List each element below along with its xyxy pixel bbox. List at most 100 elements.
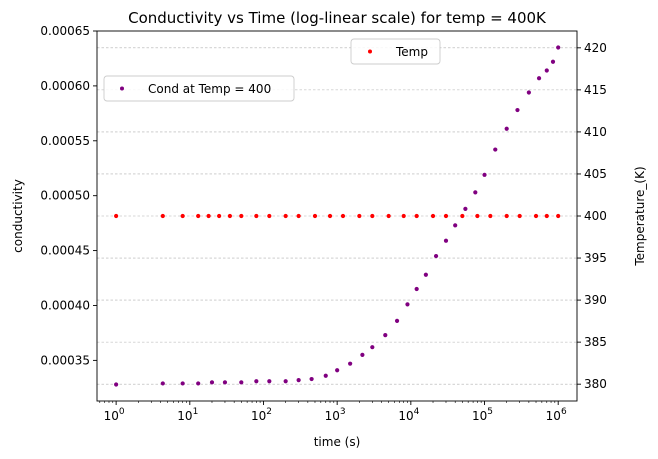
right-tick-label: 390 xyxy=(584,293,607,307)
cond-point xyxy=(544,68,549,73)
cond-point xyxy=(443,238,449,243)
left-axis-label: conductivity xyxy=(11,179,25,253)
temp-point xyxy=(556,213,561,219)
cond-point xyxy=(209,380,215,385)
cond-point xyxy=(463,206,468,211)
cond-point xyxy=(254,379,259,384)
cond-point xyxy=(394,318,400,323)
temp-point xyxy=(160,213,165,219)
right-tick-label: 400 xyxy=(584,209,607,223)
temp-point xyxy=(340,213,346,219)
legend-temperature: Temp xyxy=(350,38,441,65)
legend-box xyxy=(103,75,295,102)
temp-point xyxy=(533,213,539,219)
cond-point xyxy=(550,59,556,64)
x-tick-label: 102 xyxy=(251,407,272,423)
cond-point xyxy=(423,272,428,277)
x-tick-label: 103 xyxy=(325,407,346,423)
temp-point xyxy=(488,213,493,219)
left-tick-label: 0.00055 xyxy=(40,134,90,148)
temp-point xyxy=(544,213,549,219)
temp-point xyxy=(504,213,509,219)
temp-point xyxy=(267,213,272,219)
temp-point xyxy=(180,213,185,219)
left-tick-label: 0.00045 xyxy=(40,244,90,258)
cond-point xyxy=(536,76,542,81)
left-tick-label: 0.00040 xyxy=(40,298,90,312)
right-tick-label: 405 xyxy=(584,167,607,181)
cond-point xyxy=(283,379,288,384)
temp-point xyxy=(254,213,259,219)
cond-point xyxy=(239,380,244,385)
cond-point xyxy=(323,373,328,378)
cond-point xyxy=(267,379,272,384)
left-tick-label: 0.00060 xyxy=(40,79,90,93)
cond-point xyxy=(504,126,509,131)
cond-point xyxy=(556,45,561,50)
cond-point xyxy=(482,172,487,177)
x-tick-label: 106 xyxy=(546,407,567,423)
cond-point xyxy=(335,368,340,373)
temp-point xyxy=(357,213,362,219)
cond-point xyxy=(309,376,314,382)
cond-point xyxy=(473,190,478,195)
temp-point xyxy=(327,213,333,219)
x-tick-label: 100 xyxy=(104,407,125,423)
legend-conductivity: Cond at Temp = 400 xyxy=(103,75,295,102)
right-tick-label: 395 xyxy=(584,251,607,265)
x-axis-ticks: 100 101 102 103 104 105 106 xyxy=(99,401,567,423)
cond-point xyxy=(414,286,419,292)
temp-point xyxy=(414,213,419,219)
temp-point xyxy=(239,213,244,219)
x-tick-label: 104 xyxy=(398,407,419,423)
temp-point xyxy=(443,213,449,219)
cond-point xyxy=(114,382,119,387)
right-axis-label: Temperature_(K) xyxy=(633,166,647,266)
x-tick-label: 105 xyxy=(472,407,493,423)
cond-point xyxy=(383,333,388,338)
left-tick-label: 0.00035 xyxy=(40,353,90,367)
temp-point xyxy=(283,213,288,219)
temp-point xyxy=(217,213,222,219)
temp-point xyxy=(460,213,465,219)
cond-point xyxy=(160,381,165,386)
cond-point xyxy=(196,381,201,386)
left-axis-ticks: 0.00035 0.00040 0.00045 0.00050 0.00055 0.000… xyxy=(40,24,97,367)
legend-marker xyxy=(368,49,372,54)
x-tick-label: 101 xyxy=(177,407,198,423)
temp-point xyxy=(227,213,232,219)
temp-point xyxy=(296,213,301,219)
cond-point xyxy=(515,107,520,113)
right-tick-label: 380 xyxy=(584,377,607,391)
temp-point xyxy=(206,213,211,219)
left-tick-label: 0.00065 xyxy=(40,24,90,38)
horizontal-grid xyxy=(97,47,577,385)
temp-point xyxy=(370,213,375,219)
cond-point xyxy=(348,361,353,366)
cond-point xyxy=(370,345,375,350)
cond-point xyxy=(180,381,185,386)
cond-point xyxy=(296,378,301,383)
x-axis-label: time (s) xyxy=(314,435,361,449)
temp-point xyxy=(312,213,318,219)
cond-point xyxy=(433,253,439,259)
right-tick-label: 410 xyxy=(584,125,607,139)
right-tick-label: 415 xyxy=(584,83,607,97)
temp-point xyxy=(401,213,406,219)
right-tick-label: 420 xyxy=(584,41,607,55)
temperature-series xyxy=(114,213,561,219)
right-tick-label: 385 xyxy=(584,335,607,349)
cond-point xyxy=(526,90,531,95)
cond-point xyxy=(360,352,365,357)
temp-point xyxy=(386,213,391,219)
right-axis-ticks: 380 385 390 395 400 405 410 415 420 xyxy=(577,41,607,391)
cond-point xyxy=(453,223,458,228)
legend-label: Temp xyxy=(395,45,428,59)
temp-point xyxy=(430,213,436,219)
temp-point xyxy=(517,213,522,219)
cond-point xyxy=(222,380,228,385)
temp-point xyxy=(196,213,201,219)
temp-point xyxy=(475,213,480,219)
